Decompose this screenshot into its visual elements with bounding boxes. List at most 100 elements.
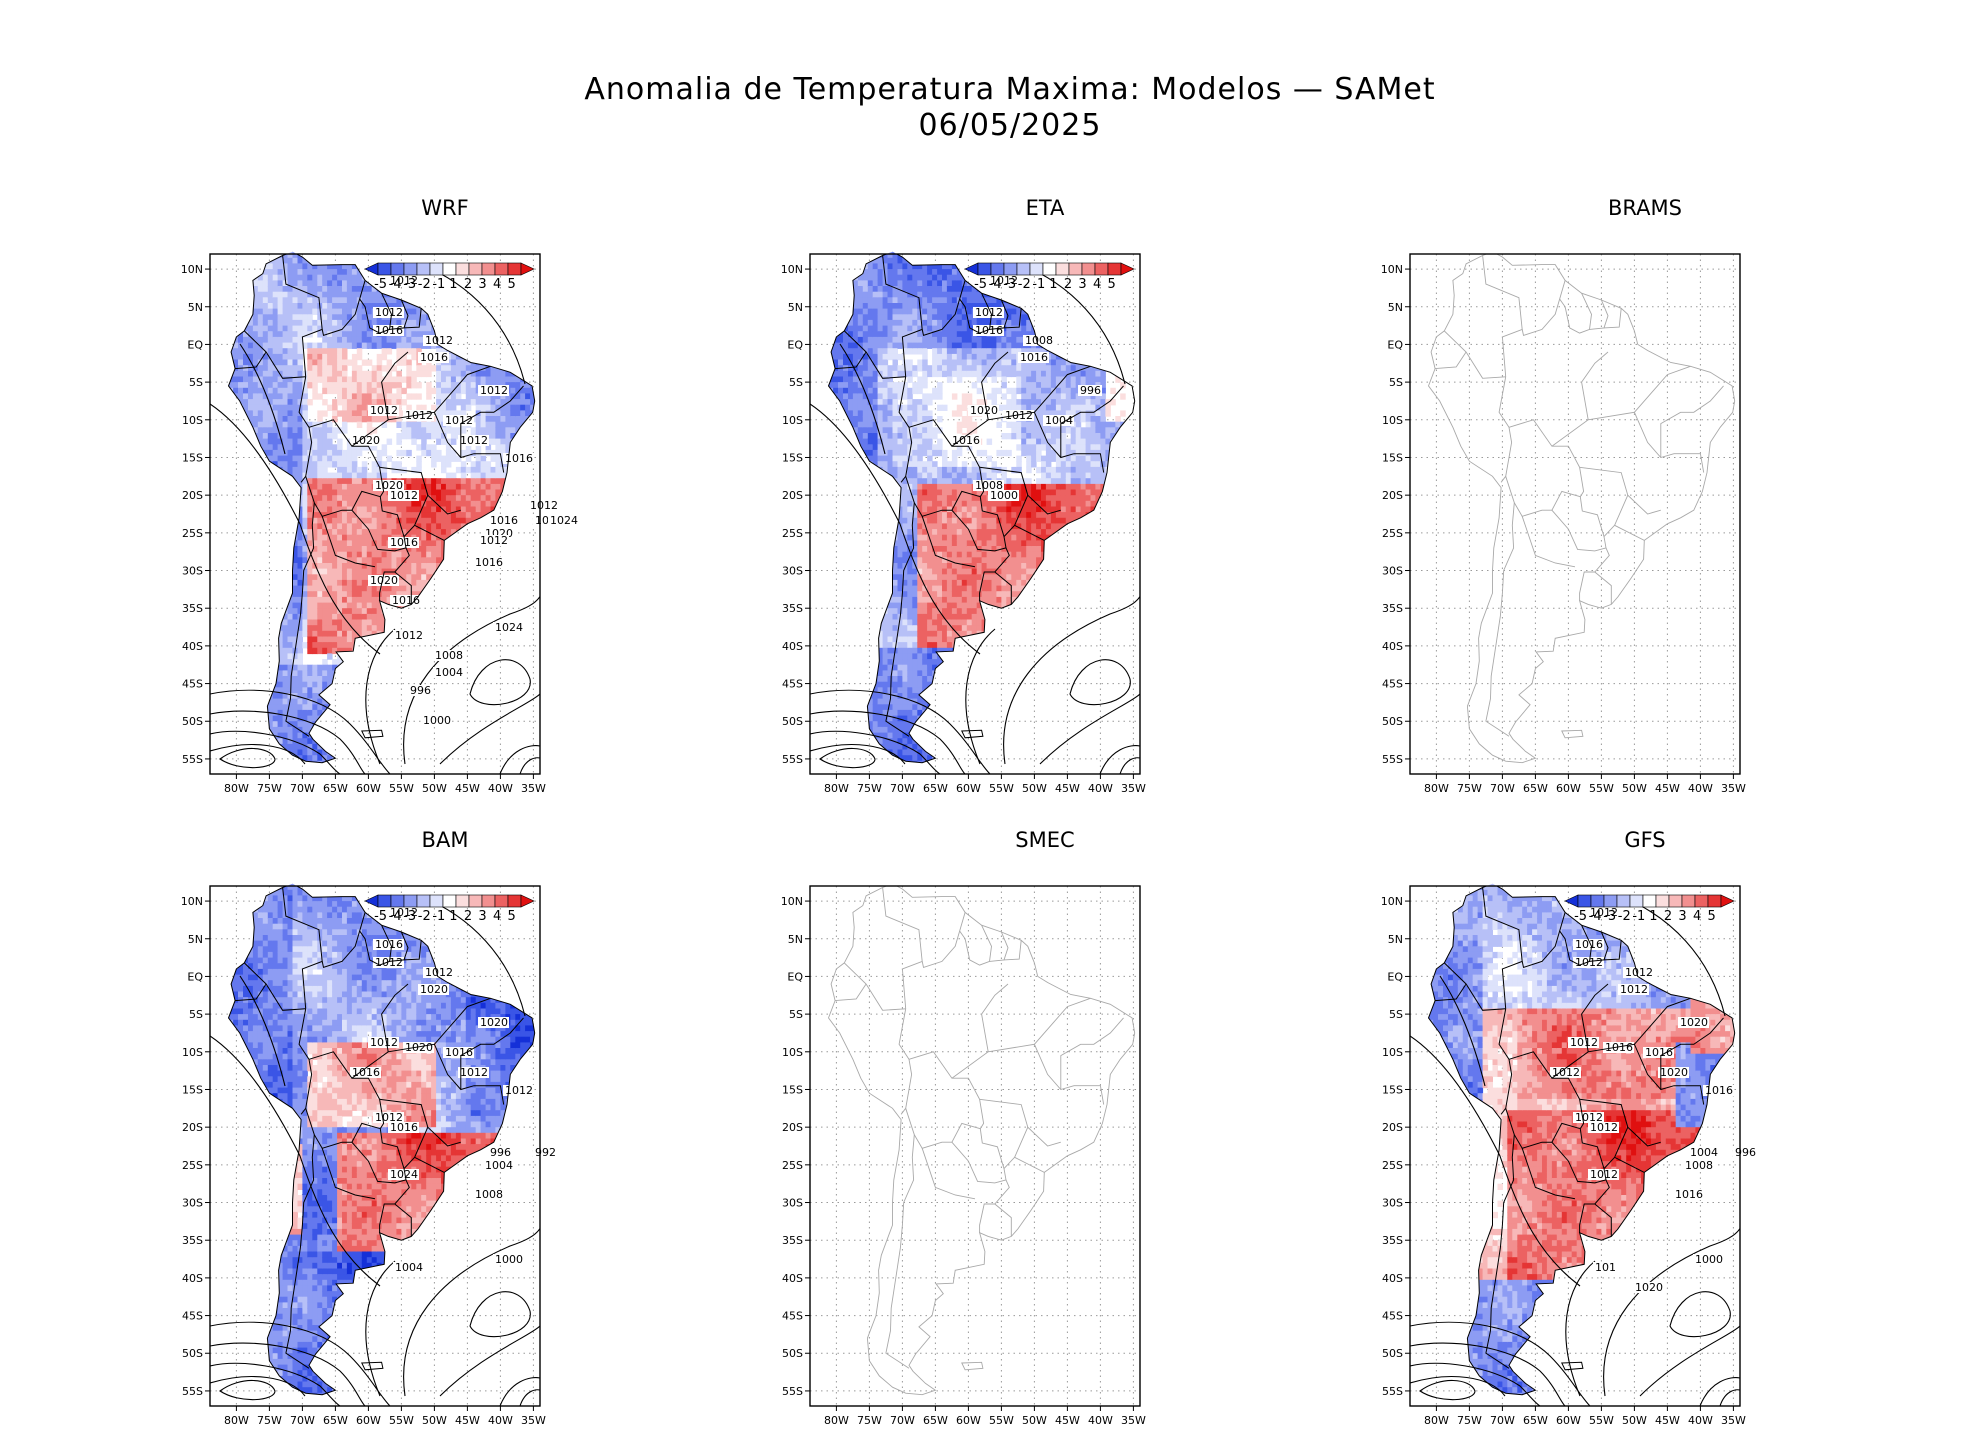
isobar-line	[519, 757, 540, 774]
country-border	[321, 516, 376, 568]
lat-tick-label: 35S	[1382, 602, 1403, 615]
colorbar-swatch	[416, 894, 431, 908]
map-canvas-bam: 1012 1016 1012 1012 1020 1012 1016 1020 1012 1016…	[181, 883, 557, 1427]
isobar-label: 996	[1735, 1146, 1756, 1159]
lat-tick-label: 10S	[782, 1046, 803, 1059]
map-panel-eta: ETA 1012 1012 1016 1008 1016 1020 1016 1012 1008 1…	[780, 196, 1200, 796]
lon-tick-label: 40W	[488, 782, 513, 795]
coastline-bam	[227, 886, 536, 1396]
isobar-label: 1012	[445, 414, 473, 427]
graticule-smec	[810, 886, 1140, 1406]
colorbar-swatch	[468, 894, 483, 908]
isobar-line	[365, 1260, 396, 1397]
isobar-line	[1439, 975, 1486, 1087]
isobar-label: 1000	[423, 714, 451, 727]
country-border	[959, 925, 992, 966]
isobar-label: 1016	[1605, 1041, 1633, 1054]
lat-tick-label: 55S	[782, 753, 803, 766]
country-border	[285, 502, 315, 737]
colorbar-label: -4	[1589, 909, 1602, 924]
isobar-line	[439, 1325, 540, 1397]
lat-tick-label: 40S	[782, 640, 803, 653]
lon-tick-label: 75W	[257, 1414, 282, 1427]
south-america-outline	[227, 254, 536, 764]
isobar-label: 1012	[480, 384, 508, 397]
colorbar-swatch	[403, 894, 418, 908]
isobar-line	[210, 710, 366, 774]
isobar-line	[1410, 1321, 1591, 1406]
lat-tick-label: 10N	[181, 895, 203, 908]
country-border	[882, 255, 923, 377]
lat-tick-label: 15S	[182, 451, 203, 464]
lat-tick-label: 50S	[1382, 715, 1403, 728]
lat-tick-label: 10N	[1381, 895, 1403, 908]
country-border	[1003, 940, 1022, 961]
lat-tick-label: 55S	[182, 753, 203, 766]
lat-tick-label: 10S	[782, 414, 803, 427]
colorbar-swatch	[429, 262, 444, 276]
country-border	[1614, 1156, 1645, 1173]
isobar-label: 1016	[445, 1046, 473, 1059]
lat-tick-label: 5N	[788, 301, 803, 314]
colorbar-swatch	[507, 894, 522, 908]
country-border	[474, 1085, 505, 1105]
country-border	[898, 1008, 913, 1115]
country-border	[843, 962, 906, 1011]
colorbar-label: -5	[1574, 909, 1587, 924]
lat-tick-label: 10S	[1382, 1046, 1403, 1059]
lat-tick-label: 10S	[182, 414, 203, 427]
country-border	[994, 1203, 1012, 1237]
falklands-outline	[961, 729, 984, 739]
isobar-label: 1012	[405, 409, 433, 422]
isobar-line	[469, 1291, 531, 1338]
isobar-label: 1016	[390, 1121, 418, 1134]
map-canvas-eta: 1012101210161008101610201016101210081004…	[781, 251, 1146, 795]
colorbar-swatch	[390, 262, 405, 276]
country-border	[460, 1017, 524, 1090]
country-border	[243, 330, 306, 379]
lat-tick-label: 30S	[182, 1197, 203, 1210]
axes-gfs: 10N 5N EQ 5S 10S 15S 20S 25S 30S 35S 40S 45S 50S 55S 8…	[1381, 895, 1746, 1427]
country-border	[979, 547, 1010, 601]
country-border	[389, 299, 409, 330]
lat-tick-label: 35S	[182, 1234, 203, 1247]
colorbar-swatch	[455, 894, 470, 908]
colorbar-label: -4	[989, 277, 1002, 292]
lat-tick-label: 50S	[782, 715, 803, 728]
lat-tick-label: 45S	[782, 678, 803, 691]
country-border	[460, 385, 524, 458]
map-panel-brams: BRAMS 10N 5N EQ 5S 10S 15S 20S 25S 30S 35S 40S 45S 50…	[1380, 196, 1800, 796]
lon-tick-label: 60W	[956, 782, 981, 795]
isobar-label: 1000	[990, 489, 1018, 502]
colorbar-label: -3	[1003, 277, 1016, 292]
country-border	[379, 547, 410, 601]
map-canvas-gfs: 1012101610121012101210121012101610121016…	[1381, 883, 1757, 1427]
lon-tick-label: 60W	[356, 782, 381, 795]
country-border	[389, 931, 409, 962]
lat-tick-label: EQ	[187, 338, 203, 351]
lat-tick-label: 10N	[181, 263, 203, 276]
lat-tick-label: 25S	[782, 527, 803, 540]
country-border	[981, 983, 1009, 1052]
colorbar-label: -5	[374, 277, 387, 292]
axes-smec: 10N 5N EQ 5S 10S 15S 20S 25S 30S 35S 40S 45S 50S 55S 8…	[781, 895, 1146, 1427]
colorbar-label: 1	[449, 277, 457, 292]
figure-title-line1: Anomalia de Temperatura Maxima: Modelos …	[0, 72, 1964, 108]
lon-tick-label: 70W	[290, 1414, 315, 1427]
colorbar-swatch	[1003, 262, 1018, 276]
lon-tick-label: 80W	[824, 1414, 849, 1427]
country-border	[1482, 255, 1523, 377]
country-border	[394, 1203, 412, 1237]
colorbar-label: -1	[432, 277, 445, 292]
country-border	[885, 502, 915, 737]
country-border	[1594, 571, 1612, 605]
coastline-brams	[1427, 254, 1736, 764]
country-border	[379, 1179, 410, 1233]
lon-tick-label: 65W	[323, 782, 348, 795]
isobar-label: 1020	[352, 434, 380, 447]
isobar-line	[819, 747, 876, 769]
isobar-label: 1016	[952, 434, 980, 447]
country-border	[1521, 1148, 1576, 1200]
coastline-gfs	[1427, 886, 1736, 1396]
country-border	[1603, 495, 1629, 537]
